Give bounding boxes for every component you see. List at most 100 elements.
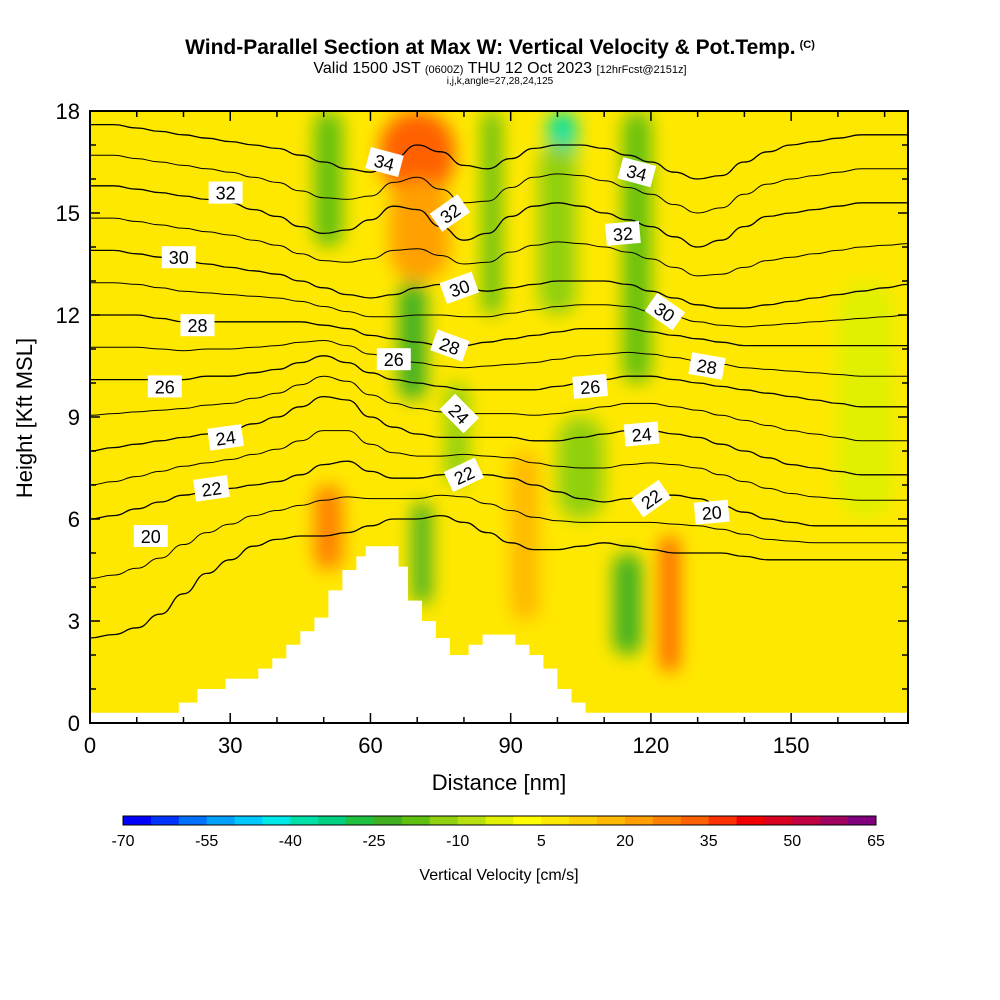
velocity-cell (660, 536, 679, 672)
contour-label-box (193, 475, 230, 502)
valid-prefix: Valid 1500 JST (313, 60, 421, 77)
velocity-cell (538, 145, 577, 315)
colorbar-tick-label: 20 (616, 833, 634, 850)
contour-label-text: 26 (155, 377, 175, 397)
contour-labels: 2022242628303220222224242626282830303232… (133, 146, 730, 547)
colorbar-swatch (262, 816, 291, 825)
colorbar-swatch (178, 816, 208, 825)
grid-index-info: i,j,k,angle=27,28,24,125 (446, 76, 554, 87)
contour-label-text: 24 (631, 424, 653, 446)
colorbar-swatch (429, 816, 459, 825)
colorbar: -70 -55 -40 -25 -10 5 20 35 50 65 (111, 815, 885, 850)
theta-contour-28 (90, 314, 908, 347)
contour-label-box (161, 246, 196, 269)
colorbar-swatch (569, 816, 598, 825)
theta-contour-20 (90, 514, 908, 639)
contour-label-box (443, 457, 484, 492)
y-tick-label: 9 (68, 405, 80, 430)
colorbar-swatch (206, 816, 235, 825)
y-tick-label: 6 (68, 507, 80, 532)
colorbar-swatch (792, 816, 821, 825)
valid-zulu: (0600Z) (424, 64, 464, 76)
colorbar-tick-label: -25 (362, 833, 385, 850)
contour-label: 22 (193, 475, 230, 502)
velocity-cell (622, 111, 651, 383)
velocity-cell (314, 485, 343, 570)
chart-title: Wind-Parallel Section at Max W: Vertical… (0, 36, 1000, 60)
contour-label: 32 (605, 220, 641, 246)
velocity-cell (398, 281, 427, 400)
contour-label-box (605, 220, 641, 246)
theta-contour-odd (90, 282, 908, 328)
contour-label: 26 (376, 348, 411, 371)
contour-label-box (572, 373, 608, 399)
contour-label-box (429, 194, 471, 232)
contour-label-box (133, 525, 168, 547)
colorbar-swatch (625, 816, 654, 825)
contour-label-box (439, 271, 480, 304)
contour-label-text: 22 (200, 478, 223, 501)
contour-label-box (430, 329, 470, 362)
contour-label-box (207, 424, 244, 451)
contour-label-text: 26 (579, 377, 601, 399)
contour-label: 26 (572, 373, 608, 399)
contour-label-box (617, 157, 657, 188)
colorbar-swatch (764, 816, 793, 825)
theta-contour-odd (90, 217, 908, 277)
contour-label-box (630, 479, 672, 518)
y-tick-label: 18 (56, 99, 80, 124)
colorbar-swatch (513, 816, 542, 825)
contour-label: 24 (623, 421, 660, 447)
x-tick-label: 30 (218, 733, 242, 758)
y-tick-label: 0 (68, 711, 80, 736)
theta-contour-odd (90, 154, 908, 214)
contour-label-box (365, 146, 404, 178)
colorbar-swatch (457, 816, 486, 825)
velocity-cell (482, 111, 502, 315)
colorbar-swatch (123, 816, 152, 825)
velocity-cell (412, 502, 432, 604)
contour-label-text: 20 (701, 502, 723, 524)
theta-contour-odd (90, 494, 908, 579)
contour-label-text: 32 (612, 224, 634, 246)
terrain (90, 546, 908, 723)
contour-label: 28 (688, 352, 726, 380)
contour-label-box (376, 348, 411, 371)
colorbar-tick-label: -40 (279, 833, 302, 850)
colorbar-tick-label: -70 (111, 833, 134, 850)
y-tick-label: 15 (56, 201, 80, 226)
contour-label-box (688, 352, 726, 380)
colorbar-swatch (150, 816, 180, 825)
colorbar-swatch (652, 816, 682, 825)
colorbar-tick-label: 35 (700, 833, 718, 850)
contour-label: 26 (147, 375, 182, 398)
contour-label: 20 (133, 525, 168, 547)
contour-label: 30 (161, 246, 196, 269)
colorbar-swatch (318, 816, 347, 825)
contour-label-box (147, 375, 182, 398)
colorbar-frame (122, 815, 877, 826)
y-tick-label: 3 (68, 609, 80, 634)
terrain-profile (90, 546, 908, 723)
contour-label: 22 (443, 457, 484, 492)
x-tick-label: 150 (773, 733, 810, 758)
contour-label-text: 32 (216, 184, 236, 204)
theta-contour-odd (90, 430, 908, 501)
contour-label-box (439, 393, 480, 434)
contour-label-box (623, 421, 660, 447)
y-axis-label: Height [Kft MSL] (12, 338, 37, 498)
contour-label-text: 28 (187, 316, 207, 336)
velocity-field (90, 111, 908, 723)
contour-label-text: 28 (695, 355, 718, 378)
colorbar-label: Vertical Velocity [cm/s] (419, 867, 578, 884)
colorbar-swatch (290, 816, 319, 825)
velocity-cell (314, 111, 343, 247)
x-tick-label: 90 (498, 733, 522, 758)
colorbar-swatch (736, 816, 765, 825)
velocity-cell (510, 451, 539, 621)
contour-label: 32 (208, 181, 243, 204)
contour-label-box (208, 181, 243, 204)
theta-contour-odd (90, 339, 908, 377)
colorbar-tick-label: 65 (867, 833, 885, 850)
